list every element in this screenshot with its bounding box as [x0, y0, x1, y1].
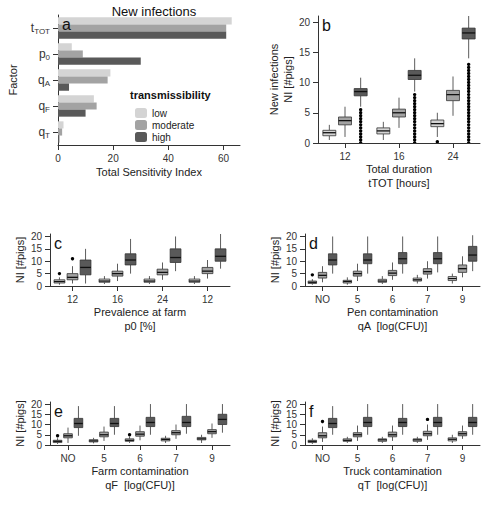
- svg-text:low: low: [152, 108, 168, 119]
- svg-text:q: q: [38, 73, 45, 87]
- svg-text:16: 16: [393, 151, 405, 162]
- svg-text:5: 5: [36, 268, 42, 279]
- svg-text:NO: NO: [315, 294, 330, 305]
- svg-text:6: 6: [390, 453, 396, 464]
- svg-text:e: e: [54, 403, 63, 420]
- svg-text:15: 15: [31, 243, 43, 254]
- svg-text:5: 5: [355, 453, 361, 464]
- svg-text:16: 16: [112, 294, 124, 305]
- svg-text:9: 9: [460, 453, 466, 464]
- svg-text:10: 10: [299, 77, 311, 88]
- svg-text:Pen contamination: Pen contamination: [347, 306, 438, 318]
- svg-text:New infections: New infections: [268, 43, 280, 115]
- svg-text:0: 0: [55, 153, 61, 164]
- svg-text:7: 7: [425, 294, 431, 305]
- svg-text:5: 5: [291, 429, 297, 440]
- svg-text:12: 12: [202, 294, 214, 305]
- svg-text:15: 15: [299, 47, 311, 58]
- svg-text:20: 20: [286, 399, 298, 410]
- svg-text:F: F: [45, 105, 50, 114]
- svg-text:10: 10: [31, 256, 43, 267]
- svg-text:NI [#pigs]: NI [#pigs]: [14, 237, 26, 283]
- svg-text:d: d: [309, 235, 318, 252]
- svg-text:20: 20: [108, 153, 120, 164]
- svg-text:24: 24: [447, 151, 459, 162]
- svg-text:Total Sensitivity Index: Total Sensitivity Index: [96, 166, 202, 178]
- svg-text:6: 6: [390, 294, 396, 305]
- svg-text:qA [log(CFU)]: qA [log(CFU)]: [358, 320, 428, 332]
- svg-text:NO: NO: [61, 453, 76, 464]
- svg-text:New infections: New infections: [112, 4, 197, 19]
- svg-text:6: 6: [137, 453, 143, 464]
- svg-text:f: f: [309, 403, 314, 420]
- svg-text:5: 5: [291, 268, 297, 279]
- svg-text:60: 60: [218, 153, 230, 164]
- svg-text:transmissibility: transmissibility: [130, 89, 212, 101]
- svg-text:7: 7: [425, 453, 431, 464]
- svg-text:Prevalence at farm: Prevalence at farm: [94, 306, 186, 318]
- svg-text:12: 12: [339, 151, 351, 162]
- svg-text:p: p: [39, 47, 46, 61]
- svg-text:Total duration: Total duration: [366, 163, 432, 175]
- svg-text:qF [log(CFU)]: qF [log(CFU)]: [105, 479, 175, 491]
- svg-text:9: 9: [460, 294, 466, 305]
- svg-text:10: 10: [31, 419, 43, 430]
- svg-text:24: 24: [157, 294, 169, 305]
- svg-text:5: 5: [36, 429, 42, 440]
- svg-text:Farm contamination: Farm contamination: [91, 465, 188, 477]
- svg-text:15: 15: [31, 409, 43, 420]
- svg-text:t: t: [31, 21, 35, 35]
- svg-text:A: A: [45, 79, 51, 88]
- svg-text:0: 0: [36, 281, 42, 292]
- svg-text:0: 0: [291, 281, 297, 292]
- svg-text:high: high: [152, 132, 171, 143]
- svg-text:p0 [%]: p0 [%]: [124, 320, 155, 332]
- svg-text:20: 20: [31, 399, 43, 410]
- svg-text:0: 0: [36, 440, 42, 451]
- svg-text:qT [log(CFU)]: qT [log(CFU)]: [358, 479, 427, 491]
- svg-text:NI [#pigs]: NI [#pigs]: [282, 56, 294, 102]
- svg-text:Factor: Factor: [7, 64, 19, 96]
- svg-text:0: 0: [46, 53, 51, 62]
- svg-text:40: 40: [163, 153, 175, 164]
- svg-text:q: q: [38, 99, 45, 113]
- svg-text:b: b: [322, 17, 331, 34]
- svg-text:NO: NO: [315, 453, 330, 464]
- svg-text:5: 5: [101, 453, 107, 464]
- svg-text:NI [#pigs]: NI [#pigs]: [14, 400, 26, 446]
- svg-text:20: 20: [286, 231, 298, 242]
- svg-text:20: 20: [31, 231, 43, 242]
- svg-text:5: 5: [304, 107, 310, 118]
- svg-text:NI [#pigs]: NI [#pigs]: [269, 400, 281, 446]
- svg-text:10: 10: [286, 419, 298, 430]
- svg-text:12: 12: [67, 294, 79, 305]
- svg-text:0: 0: [291, 440, 297, 451]
- svg-text:5: 5: [355, 294, 361, 305]
- svg-text:tTOT [hours]: tTOT [hours]: [368, 177, 429, 189]
- svg-text:a: a: [62, 16, 71, 33]
- svg-text:15: 15: [286, 243, 298, 254]
- svg-text:moderate: moderate: [152, 120, 195, 131]
- svg-text:c: c: [54, 235, 62, 252]
- svg-text:TOT: TOT: [34, 27, 50, 36]
- svg-text:Truck contamination: Truck contamination: [343, 465, 442, 477]
- svg-text:20: 20: [299, 17, 311, 28]
- svg-text:10: 10: [286, 256, 298, 267]
- svg-text:15: 15: [286, 409, 298, 420]
- svg-text:7: 7: [173, 453, 179, 464]
- svg-text:T: T: [45, 131, 50, 140]
- svg-text:9: 9: [209, 453, 215, 464]
- svg-text:NI [#pigs]: NI [#pigs]: [269, 237, 281, 283]
- svg-text:0: 0: [304, 138, 310, 149]
- svg-text:q: q: [38, 125, 45, 139]
